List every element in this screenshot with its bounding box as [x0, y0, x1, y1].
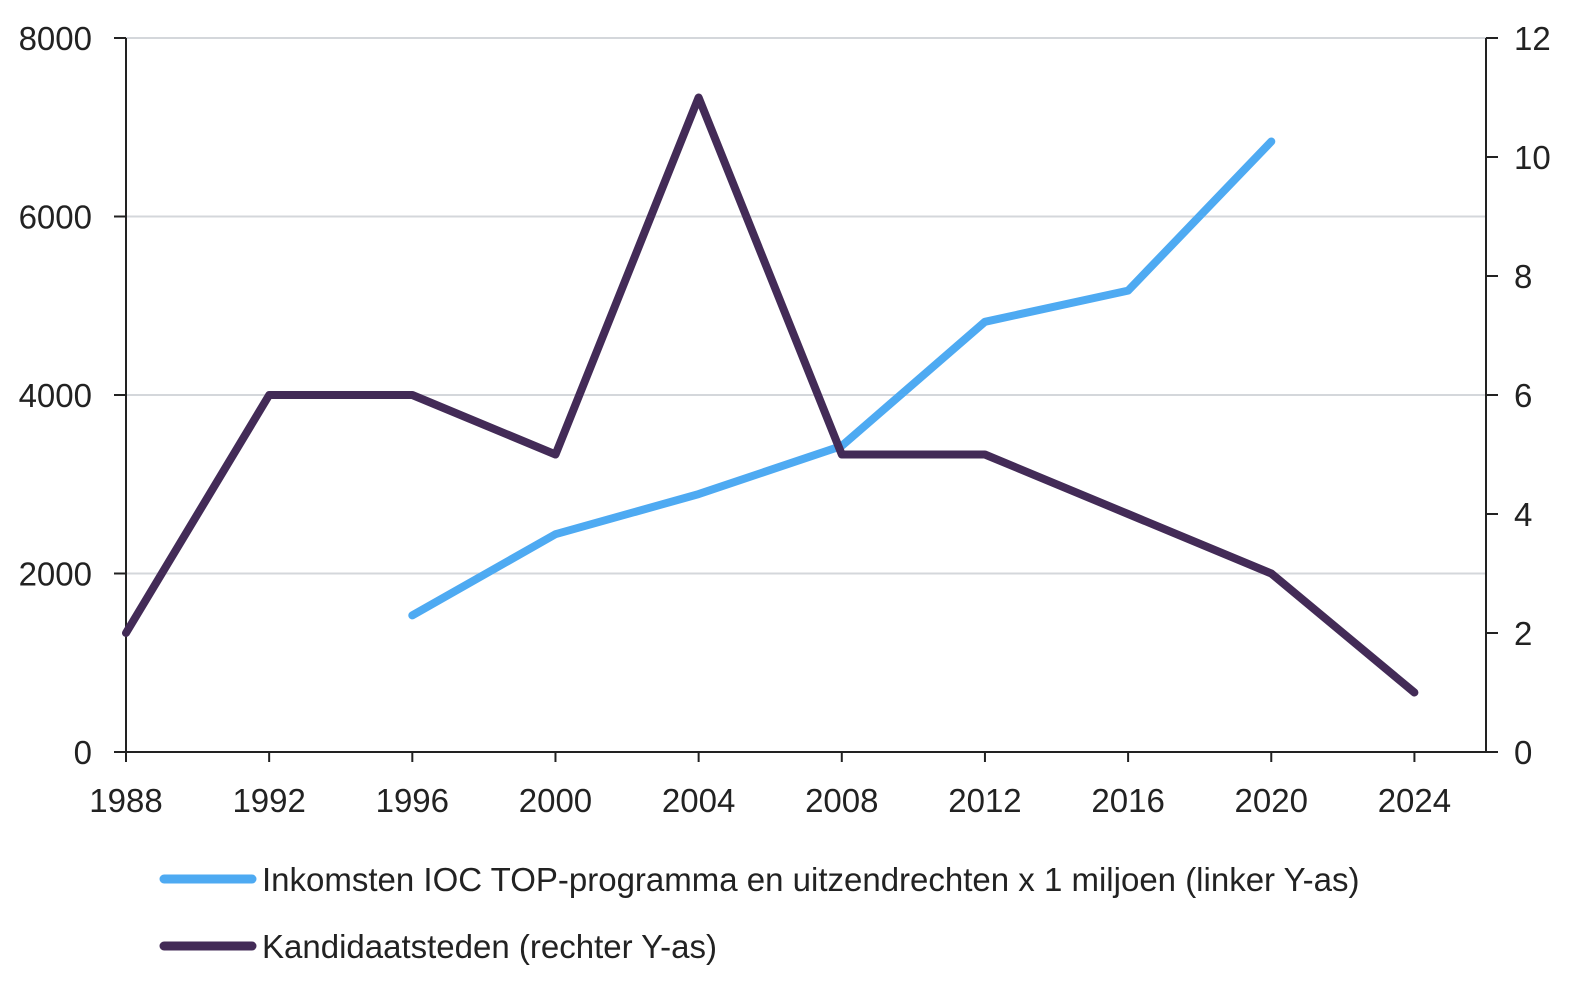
x-tick-label: 1992	[232, 782, 305, 819]
legend-label-income: Inkomsten IOC TOP-programma en uitzendre…	[262, 861, 1359, 898]
right-tick-label: 2	[1514, 615, 1532, 652]
right-tick-label: 6	[1514, 377, 1532, 414]
right-y-axis-ticks: 0 2 4 6 8 10 12	[1486, 20, 1551, 771]
x-tick-label: 2008	[805, 782, 878, 819]
x-tick-label: 2016	[1091, 782, 1164, 819]
x-tick-label: 2004	[662, 782, 735, 819]
x-tick-label: 2020	[1235, 782, 1308, 819]
series-line-income	[408, 137, 1276, 620]
left-tick-label: 0	[74, 734, 92, 771]
right-tick-label: 8	[1514, 258, 1532, 295]
right-tick-label: 10	[1514, 139, 1551, 176]
x-tick-label: 2000	[519, 782, 592, 819]
right-tick-label: 0	[1514, 734, 1532, 771]
series-line-candidates	[122, 93, 1419, 697]
x-axis-ticks: 1988 1992 1996 2000 2004 2008 2012 2016 2020 2024	[89, 752, 1451, 819]
left-y-axis-ticks: 0 2000 4000 6000 8000	[19, 20, 126, 771]
left-tick-label: 4000	[19, 377, 92, 414]
x-tick-label: 1988	[89, 782, 162, 819]
x-tick-label: 2012	[948, 782, 1021, 819]
legend: Inkomsten IOC TOP-programma en uitzendre…	[159, 861, 1359, 965]
right-tick-label: 12	[1514, 20, 1551, 57]
left-tick-label: 6000	[19, 199, 92, 236]
x-tick-label: 2024	[1378, 782, 1451, 819]
x-tick-label: 1996	[376, 782, 449, 819]
legend-label-candidates: Kandidaatsteden (rechter Y-as)	[262, 928, 717, 965]
left-tick-label: 8000	[19, 20, 92, 57]
series-layer	[122, 93, 1419, 697]
right-tick-label: 4	[1514, 496, 1532, 533]
gridlines	[126, 37, 1486, 575]
left-tick-label: 2000	[19, 556, 92, 593]
